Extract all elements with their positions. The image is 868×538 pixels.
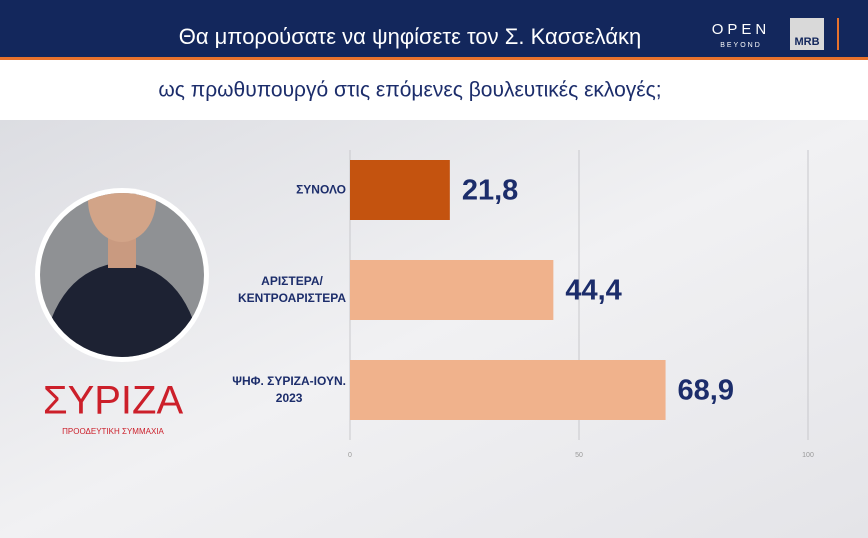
category-label: ΣΥΝΟΛΟ xyxy=(296,182,346,197)
bar xyxy=(350,360,666,420)
value-label: 44,4 xyxy=(565,275,621,307)
channel-logo: OPEN xyxy=(712,21,771,38)
pollster-logo-box xyxy=(790,18,824,50)
pollster-logo: MRB xyxy=(794,36,819,48)
party-tagline: ΠΡΟΟΔΕΥΤΙΚΗ ΣΥΜΜΑΧΙΑ xyxy=(62,427,164,436)
value-label: 21,8 xyxy=(462,175,518,207)
x-tick-label: 50 xyxy=(575,452,583,459)
divider xyxy=(837,18,839,50)
party-logo: ΣΥΡΙΖΑ xyxy=(43,379,184,423)
category-label: ΨΗΦ. ΣΥΡΙΖΑ-ΙΟΥΝ. 2023 xyxy=(232,374,346,405)
bar xyxy=(350,260,554,320)
subtitle-bar xyxy=(0,60,868,120)
header-bar xyxy=(0,0,868,57)
chart-title: Θα μπορούσατε να ψηφίσετε τον Σ. Κασσελά… xyxy=(179,24,642,49)
category-label: ΑΡΙΣΤΕΡΑ/ ΚΕΝΤΡΟΑΡΙΣΤΕΡΑ xyxy=(238,274,346,305)
channel-tagline: BEYOND xyxy=(720,42,762,49)
chart-subtitle: ως πρωθυπουργό στις επόμενες βουλευτικές… xyxy=(158,79,661,102)
value-label: 68,9 xyxy=(678,375,734,407)
header-accent xyxy=(0,57,868,60)
x-tick-label: 0 xyxy=(348,452,352,459)
photo xyxy=(40,193,204,357)
x-tick-label: 100 xyxy=(802,452,814,459)
bar xyxy=(350,160,450,220)
